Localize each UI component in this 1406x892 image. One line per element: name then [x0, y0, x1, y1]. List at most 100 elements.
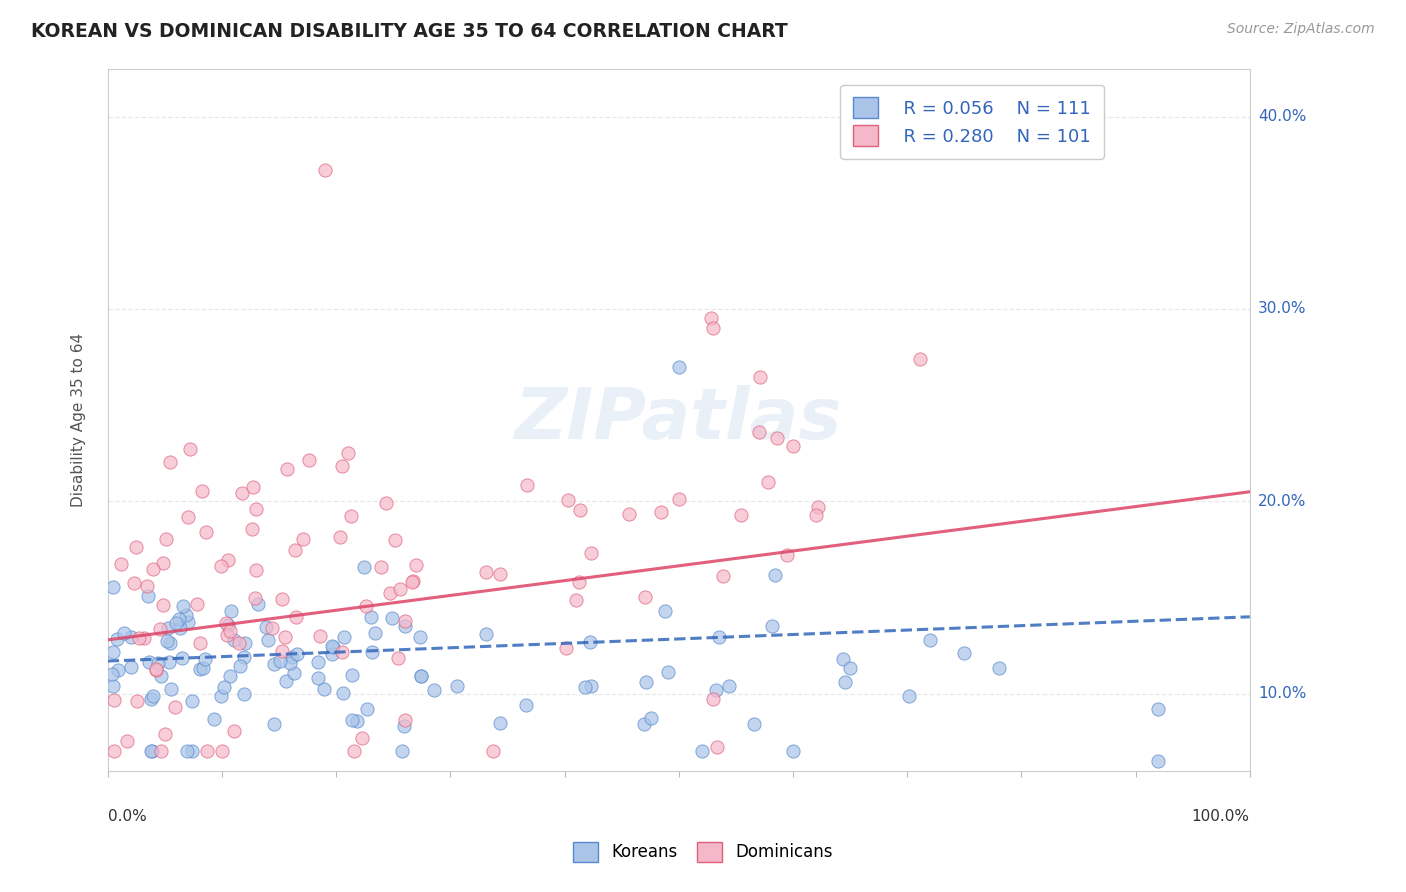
Point	[910, 352, 932, 367]
Point	[142, 690, 165, 704]
Point	[389, 582, 412, 596]
Point	[172, 599, 194, 613]
Point	[262, 621, 284, 635]
Point	[374, 496, 396, 510]
Point	[149, 622, 172, 636]
Point	[692, 744, 714, 758]
Point	[654, 604, 676, 618]
Point	[329, 530, 352, 544]
Point	[256, 632, 278, 647]
Point	[107, 663, 129, 677]
Point	[179, 442, 201, 457]
Point	[229, 659, 252, 673]
Point	[188, 663, 211, 677]
Text: 20.0%: 20.0%	[1258, 494, 1306, 508]
Point	[307, 671, 329, 685]
Point	[156, 633, 179, 648]
Text: 40.0%: 40.0%	[1258, 109, 1306, 124]
Point	[157, 621, 180, 635]
Text: Source: ZipAtlas.com: Source: ZipAtlas.com	[1227, 22, 1375, 37]
Point	[409, 669, 432, 683]
Point	[101, 666, 124, 681]
Point	[247, 597, 270, 611]
Point	[215, 628, 238, 642]
Point	[564, 593, 586, 607]
Point	[515, 698, 537, 712]
Point	[269, 654, 291, 668]
Point	[136, 579, 159, 593]
Point	[155, 727, 177, 741]
Point	[742, 716, 765, 731]
Point	[233, 636, 256, 650]
Point	[242, 480, 264, 494]
Point	[516, 478, 538, 492]
Point	[782, 744, 804, 758]
Point	[337, 446, 360, 460]
Point	[177, 510, 200, 524]
Point	[209, 559, 232, 574]
Point	[125, 540, 148, 554]
Point	[711, 569, 734, 583]
Point	[139, 744, 162, 758]
Point	[702, 321, 724, 335]
Point	[245, 502, 267, 516]
Point	[122, 576, 145, 591]
Point	[159, 636, 181, 650]
Point	[633, 591, 655, 605]
Point	[340, 509, 363, 524]
Point	[489, 566, 512, 581]
Point	[333, 630, 356, 644]
Point	[569, 503, 592, 517]
Point	[217, 553, 239, 567]
Point	[392, 719, 415, 733]
Point	[103, 693, 125, 707]
Point	[706, 740, 728, 755]
Point	[194, 652, 217, 666]
Point	[579, 635, 602, 649]
Point	[579, 679, 602, 693]
Point	[280, 656, 302, 670]
Point	[657, 665, 679, 679]
Point	[748, 425, 770, 440]
Point	[103, 744, 125, 758]
Point	[233, 687, 256, 701]
Point	[291, 533, 314, 547]
Point	[138, 655, 160, 669]
Point	[219, 624, 242, 639]
Point	[163, 700, 186, 714]
Point	[101, 645, 124, 659]
Point	[360, 609, 382, 624]
Point	[245, 563, 267, 577]
Point	[668, 491, 690, 506]
Point	[284, 610, 307, 624]
Point	[194, 525, 217, 540]
Point	[579, 546, 602, 560]
Point	[650, 505, 672, 519]
Point	[350, 731, 373, 745]
Point	[150, 744, 173, 758]
Point	[761, 619, 783, 633]
Point	[381, 611, 404, 625]
Point	[263, 657, 285, 671]
Point	[195, 744, 218, 758]
Point	[120, 630, 142, 644]
Point	[360, 645, 382, 659]
Point	[169, 621, 191, 635]
Point	[832, 652, 855, 666]
Point	[730, 508, 752, 523]
Point	[401, 574, 423, 589]
Point	[281, 649, 304, 664]
Point	[136, 589, 159, 603]
Point	[354, 599, 377, 614]
Y-axis label: Disability Age 35 to 64: Disability Age 35 to 64	[72, 333, 86, 507]
Point	[145, 662, 167, 676]
Point	[134, 631, 156, 645]
Point	[120, 660, 142, 674]
Point	[834, 674, 856, 689]
Point	[394, 614, 416, 628]
Point	[387, 651, 409, 665]
Point	[276, 462, 298, 476]
Point	[125, 694, 148, 708]
Text: 100.0%: 100.0%	[1192, 809, 1250, 824]
Point	[704, 682, 727, 697]
